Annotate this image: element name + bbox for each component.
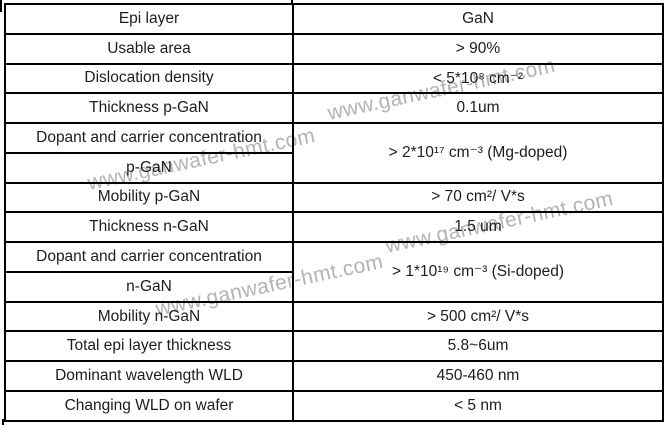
table-row: Epi layer GaN: [4, 3, 664, 35]
row-label: Dopant and carrier concentration: [4, 241, 294, 273]
row-value: 1.5 um: [292, 211, 664, 244]
row-label: Epi layer: [4, 3, 294, 35]
divider-top-tick: [291, 0, 293, 4]
row-label: Mobility p-GaN: [4, 181, 294, 214]
table-row: Dislocation density < 5*10⁸ cm⁻²: [4, 62, 664, 95]
table-row: Mobility n-GaN > 500 cm²/ V*s: [4, 300, 664, 333]
table-row: Dopant and carrier concentration > 2*10¹…: [4, 122, 664, 184]
row-label: Dislocation density: [4, 62, 294, 95]
row-label: Thickness p-GaN: [4, 92, 294, 125]
table-row: Mobility p-GaN > 70 cm²/ V*s: [4, 181, 664, 214]
table-row: Total epi layer thickness 5.8~6um: [4, 330, 664, 363]
row-value-merged: > 1*10¹⁹ cm⁻³ (Si-doped): [292, 241, 664, 303]
gan-epi-spec-table: Epi layer GaN Usable area > 90% Dislocat…: [4, 3, 664, 422]
row-value: 450-460 nm: [292, 360, 664, 392]
row-label: Dopant and carrier concentration: [4, 122, 294, 154]
row-value: < 5 nm: [292, 389, 664, 422]
table-row: n-GaN: [4, 270, 663, 303]
table-row: Thickness p-GaN 0.1um: [4, 92, 664, 125]
row-label: Usable area: [4, 32, 294, 65]
row-value: 5.8~6um: [292, 330, 664, 363]
row-value: > 500 cm²/ V*s: [292, 300, 664, 333]
row-label: Changing WLD on wafer: [4, 389, 294, 422]
table-row: Changing WLD on wafer < 5 nm: [4, 389, 664, 422]
row-value: > 70 cm²/ V*s: [292, 181, 664, 214]
row-label: Thickness n-GaN: [4, 211, 294, 244]
row-value-merged: > 2*10¹⁷ cm⁻³ (Mg-doped): [292, 122, 664, 184]
row-label: Mobility n-GaN: [4, 300, 294, 333]
table-row: Dopant and carrier concentration > 1*10¹…: [4, 241, 664, 303]
row-value: > 90%: [292, 32, 664, 65]
row-sublabel: n-GaN: [4, 270, 294, 303]
row-label: Total epi layer thickness: [4, 330, 294, 363]
row-sublabel: p-GaN: [4, 151, 294, 184]
table-row: Thickness n-GaN 1.5 um: [4, 211, 664, 244]
table-row: p-GaN: [4, 151, 663, 184]
bottom-left-tick: [2, 419, 4, 425]
row-label: Dominant wavelength WLD: [4, 360, 294, 392]
row-value: GaN: [292, 3, 664, 35]
table-row: Dominant wavelength WLD 450-460 nm: [4, 360, 664, 392]
row-value: < 5*10⁸ cm⁻²: [292, 62, 664, 95]
left-edge-tick: [0, 0, 2, 12]
table-row: Usable area > 90%: [4, 32, 664, 65]
row-value: 0.1um: [292, 92, 664, 125]
